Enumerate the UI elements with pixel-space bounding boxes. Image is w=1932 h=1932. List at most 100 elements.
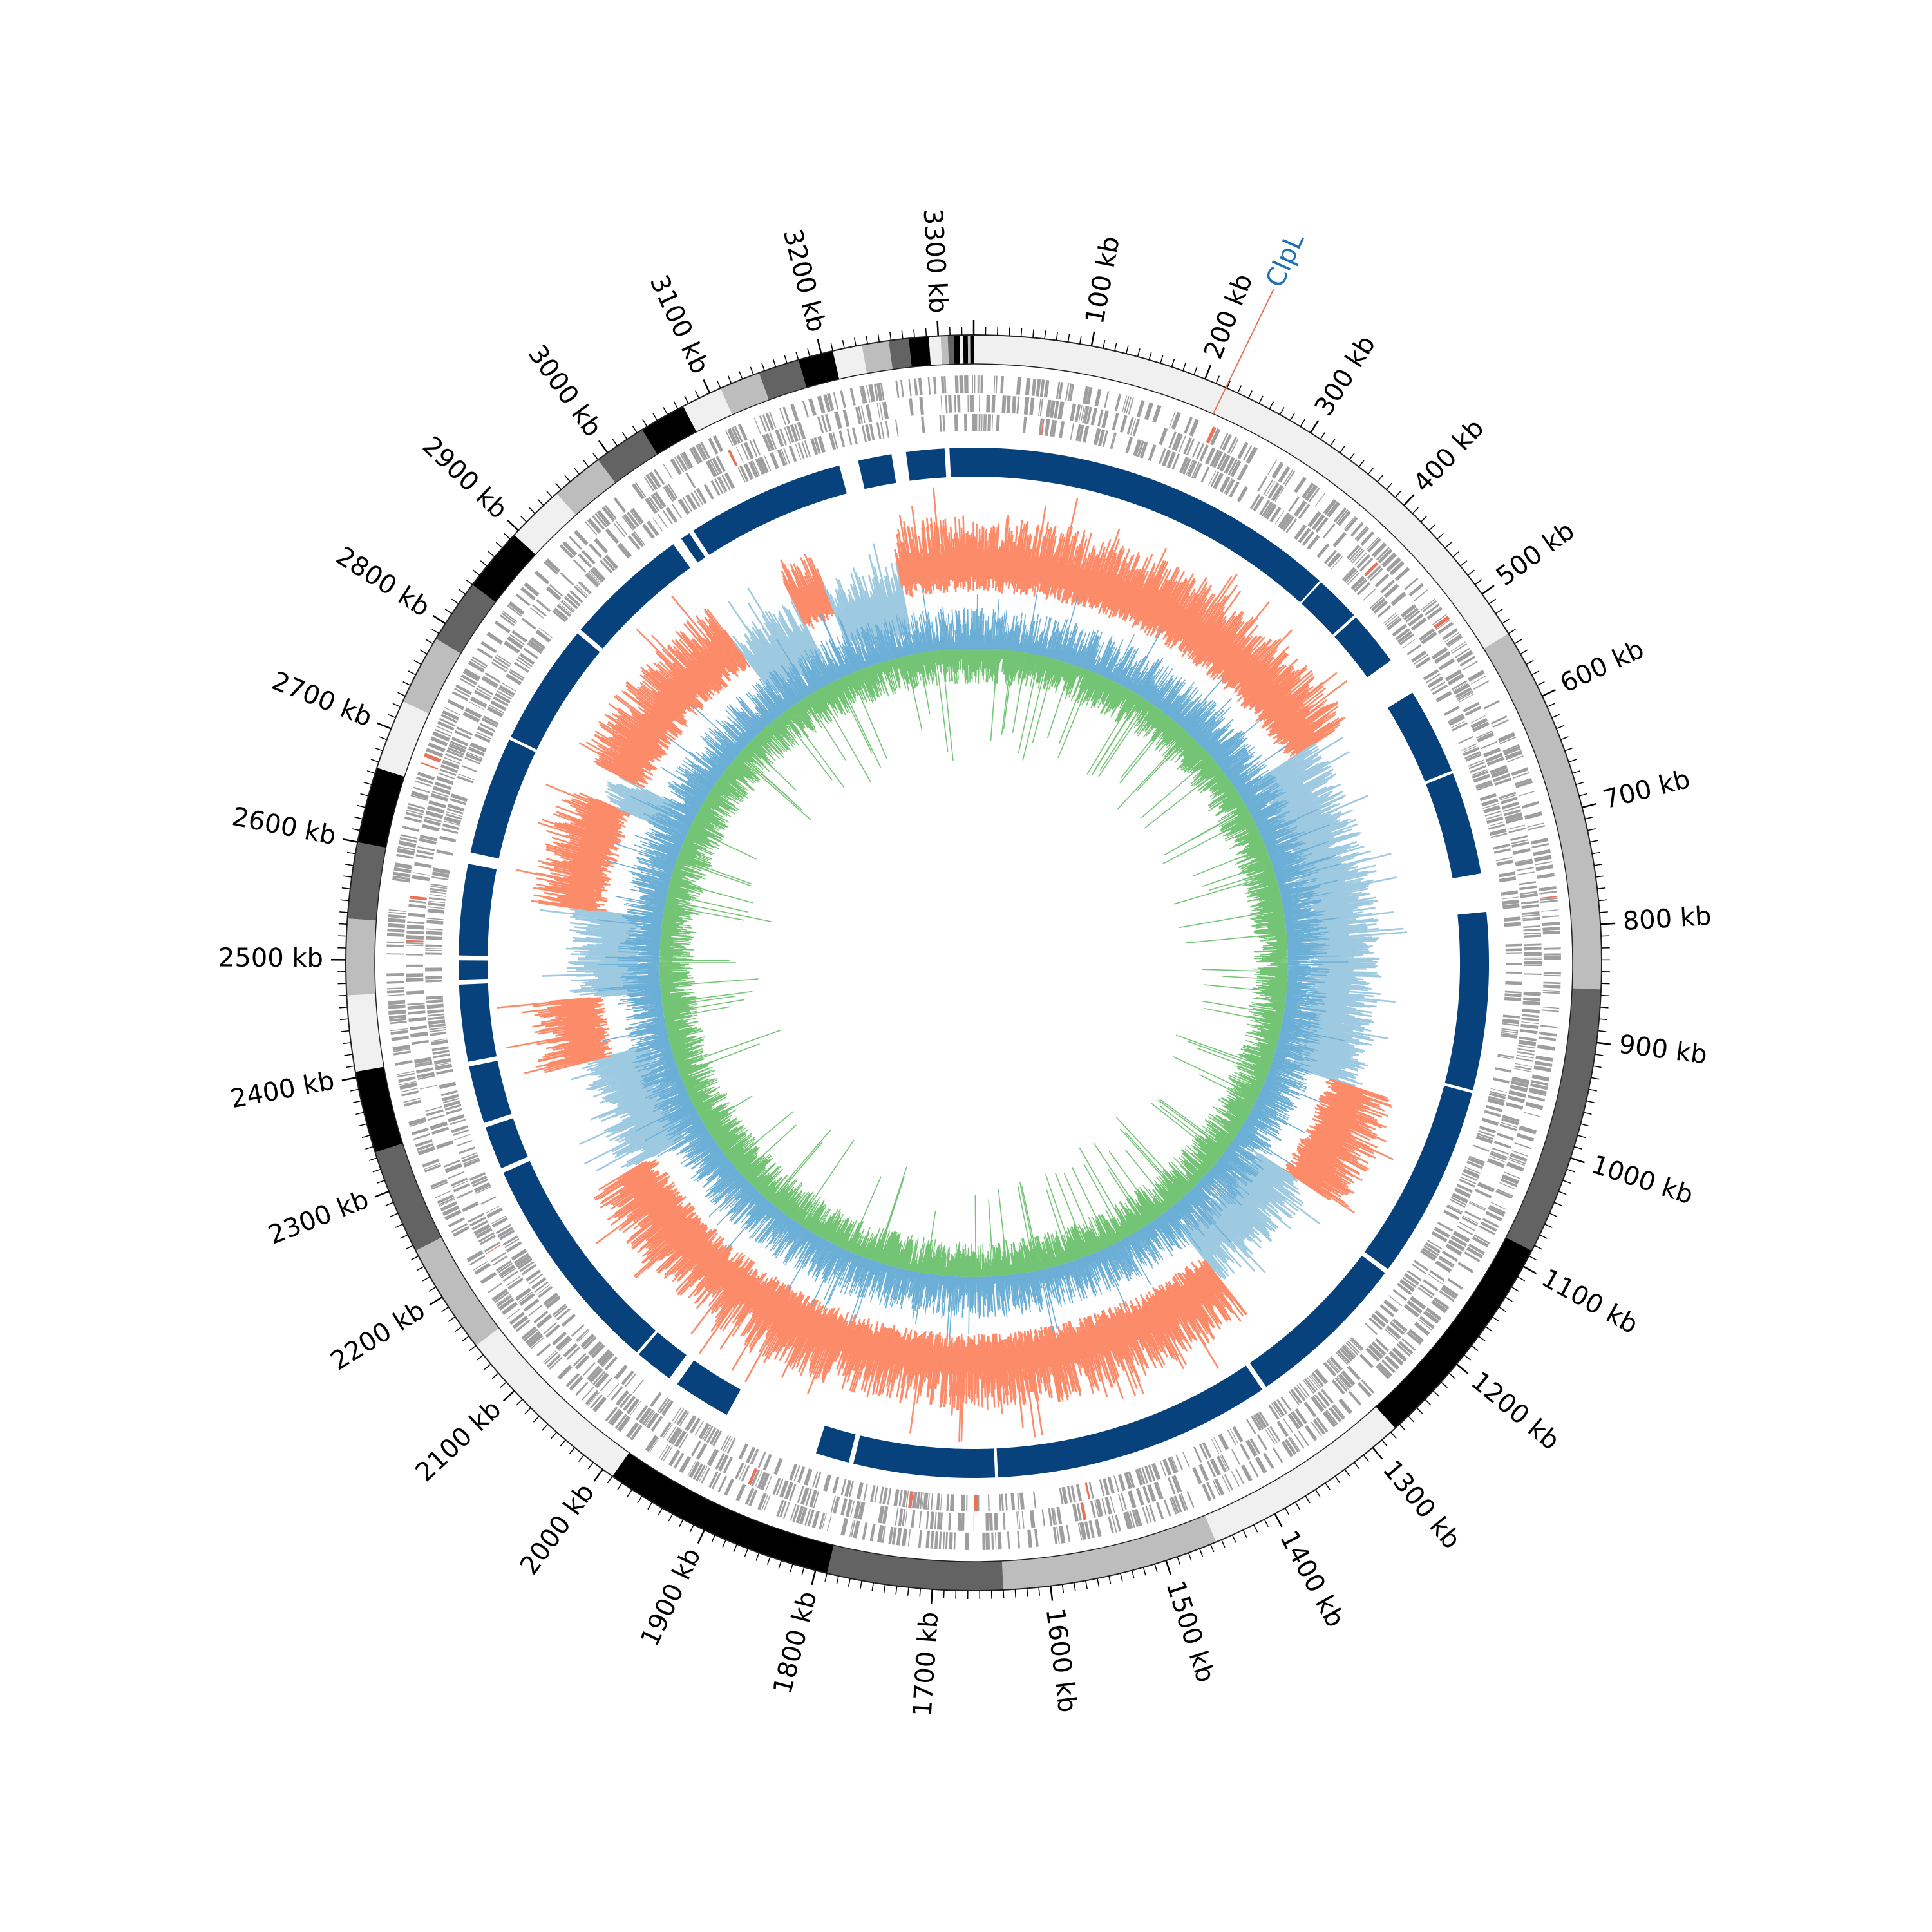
cds-feature <box>1522 914 1540 917</box>
cds-feature <box>1504 812 1523 821</box>
cds-feature <box>430 736 448 746</box>
cds-feature <box>668 1426 681 1444</box>
contig-segment <box>947 335 955 365</box>
cds-feature <box>1169 411 1176 428</box>
cds-feature <box>1534 1061 1553 1067</box>
minor-tick <box>1564 747 1573 752</box>
cds-feature <box>1124 1472 1133 1490</box>
cds-feature <box>575 1381 589 1396</box>
cds-feature <box>795 443 802 460</box>
cds-feature <box>712 435 724 453</box>
cds-feature <box>741 1464 750 1482</box>
cds-feature <box>642 1410 654 1426</box>
cds-feature <box>750 1448 758 1464</box>
cds-feature <box>436 1068 453 1075</box>
cds-feature <box>615 1390 629 1406</box>
cds-feature <box>1432 614 1447 625</box>
cds-feature <box>911 1510 916 1528</box>
tick-label-2300-kb: 2300 kb <box>264 1184 373 1250</box>
cds-feature <box>696 1464 706 1481</box>
cds-feature <box>1426 606 1443 620</box>
cds-feature <box>882 1526 886 1544</box>
cds-feature <box>1485 1104 1502 1112</box>
cds-feature <box>635 1405 649 1421</box>
gc-skew-positive-band <box>516 783 631 912</box>
cds-feature <box>1269 506 1282 523</box>
minor-tick <box>1085 1580 1088 1589</box>
cds-feature <box>1003 1512 1006 1530</box>
cds-feature <box>1066 1486 1072 1503</box>
cds-feature <box>1199 444 1209 462</box>
cds-feature <box>1259 500 1271 515</box>
cds-feature <box>552 610 567 623</box>
cds-feature <box>1524 943 1542 947</box>
cds-feature <box>1477 732 1495 743</box>
minor-tick <box>1575 781 1584 786</box>
contig-segment <box>346 994 384 1072</box>
cds-feature <box>1502 1018 1520 1025</box>
cds-feature <box>1537 873 1555 879</box>
cds-feature <box>1447 673 1464 686</box>
cds-feature <box>1478 1130 1495 1137</box>
cds-feature <box>499 614 515 627</box>
cds-feature <box>908 379 912 397</box>
cds-feature <box>473 1224 491 1236</box>
cds-feature <box>430 886 448 889</box>
cds-feature <box>1255 1456 1267 1474</box>
cds-feature <box>1518 1045 1536 1049</box>
cds-feature <box>1493 773 1511 782</box>
cds-feature <box>393 867 412 873</box>
cds-feature <box>1419 1316 1435 1329</box>
cds-feature <box>1370 596 1383 609</box>
minor-tick <box>642 419 648 427</box>
cds-feature <box>472 1178 489 1188</box>
cds-feature <box>1408 613 1424 627</box>
cds-feature <box>1385 1325 1401 1340</box>
contig-segment <box>476 1328 629 1477</box>
cds-feature <box>621 1370 634 1385</box>
cds-feature <box>1514 777 1532 786</box>
cds-feature <box>413 1133 431 1141</box>
minor-tick <box>346 1065 355 1068</box>
cds-feature <box>427 1013 444 1017</box>
cds-feature <box>849 1519 854 1537</box>
cds-feature <box>1291 1411 1304 1428</box>
cds-feature <box>453 688 470 697</box>
cds-feature <box>757 1492 767 1510</box>
cds-feature <box>578 582 591 595</box>
cds-feature <box>779 1501 787 1518</box>
cds-feature <box>440 1090 458 1097</box>
cds-feature <box>406 940 424 943</box>
cds-feature <box>1501 1028 1519 1032</box>
cds-feature <box>442 759 460 770</box>
cds-feature <box>1016 1511 1019 1530</box>
gc-skew-negative-band <box>1179 1148 1321 1280</box>
cds-feature <box>1278 466 1291 483</box>
cds-feature <box>1528 825 1546 831</box>
cds-feature <box>425 1106 442 1112</box>
cds-feature <box>1523 997 1541 1001</box>
cds-feature <box>1093 428 1101 446</box>
cds-feature <box>911 1491 918 1509</box>
cds-feature <box>1515 780 1533 788</box>
cds-feature <box>589 1367 603 1383</box>
cds-feature <box>967 395 969 413</box>
cds-feature <box>870 1485 876 1502</box>
major-tick <box>341 1077 357 1081</box>
cds-feature <box>846 428 853 446</box>
cds-feature <box>444 707 461 716</box>
cds-feature <box>436 849 453 856</box>
cds-feature <box>1508 1090 1527 1098</box>
cds-feature <box>469 701 485 710</box>
cds-feature <box>1386 557 1401 573</box>
cds-feature <box>538 1285 552 1297</box>
minor-tick <box>1354 1462 1360 1470</box>
cds-feature <box>1492 719 1509 728</box>
minor-tick <box>444 608 453 614</box>
cds-feature <box>630 1425 643 1441</box>
cds-feature <box>868 384 876 402</box>
cds-feature <box>608 1408 620 1424</box>
cds-feature <box>1048 1508 1053 1526</box>
cds-feature <box>388 1014 407 1019</box>
cds-feature <box>591 1343 605 1359</box>
